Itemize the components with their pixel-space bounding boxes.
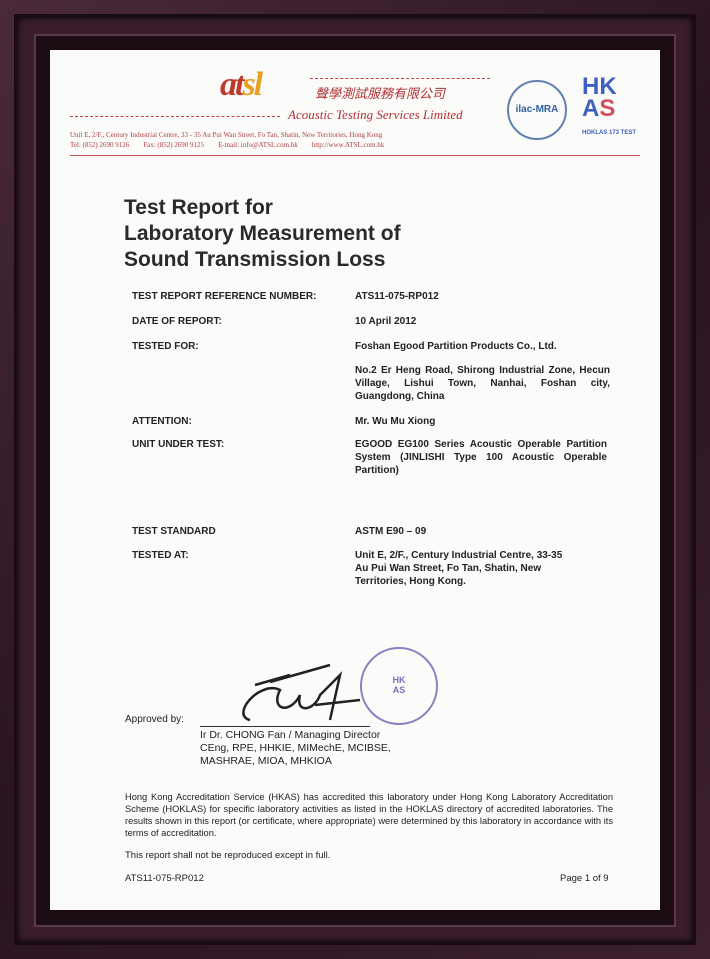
contact-info: Unit E, 2/F., Century Industrial Centre,… — [70, 130, 398, 150]
field-value: Mr. Wu Mu Xiong — [355, 416, 436, 427]
report-page: atsl 聲學測試服務有限公司 Acoustic Testing Service… — [50, 50, 660, 910]
wave-decoration — [310, 78, 490, 80]
tel: Tel: (852) 2690 9126 — [70, 141, 130, 149]
field-value: Unit E, 2/F., Century Industrial Centre,… — [355, 550, 563, 587]
page-number: Page 1 of 9 — [560, 873, 609, 884]
email: E-mail: info@ATSL.com.hk — [218, 141, 298, 149]
approver-qualifications: MASHRAE, MIOA, MHKIOA — [200, 755, 332, 767]
header-rule — [70, 155, 640, 156]
report-title: Test Report for Laboratory Measurement o… — [124, 195, 401, 273]
reproduction-note: This report shall not be reproduced exce… — [125, 850, 331, 861]
approved-by-label: Approved by: — [125, 714, 184, 725]
footer-reference: ATS11-075-RP012 — [125, 873, 204, 884]
title-line: Laboratory Measurement of — [124, 222, 401, 245]
hkas-logo: HK AS — [582, 73, 617, 122]
field-value: ASTM E90 – 09 — [355, 526, 427, 537]
field-label: TEST REPORT REFERENCE NUMBER: — [132, 291, 317, 302]
website: http://www.ATSL.com.hk — [311, 141, 385, 149]
title-line: Test Report for — [124, 196, 273, 219]
hoklas-label: HOKLAS 173 TEST — [582, 130, 637, 136]
field-label: UNIT UNDER TEST: — [132, 439, 225, 450]
fax: Fax: (852) 2690 9125 — [143, 141, 205, 149]
company-name: Acoustic Testing Services Limited — [288, 107, 463, 122]
atsl-logo: atsl — [220, 66, 263, 103]
approver-name: Ir Dr. CHONG Fan / Managing Director — [200, 729, 381, 741]
field-label: DATE OF REPORT: — [132, 316, 222, 327]
wave-decoration — [70, 116, 280, 118]
field-label: TEST STANDARD — [132, 526, 216, 537]
accreditation-statement: Hong Kong Accreditation Service (HKAS) h… — [125, 792, 613, 838]
letterhead: atsl 聲學測試服務有限公司 Acoustic Testing Service… — [60, 60, 650, 165]
field-label: TESTED AT: — [132, 550, 189, 561]
title-line: Sound Transmission Loss — [124, 248, 386, 271]
signature — [242, 663, 361, 722]
approver: Ir Dr. CHONG Fan / Managing Director CEn… — [200, 729, 391, 768]
address: Unit E, 2/F., Century Industrial Centre,… — [70, 131, 383, 139]
signature-line — [200, 726, 370, 727]
chinese-company-name: 聲學測試服務有限公司 — [315, 86, 446, 101]
field-value-address: No.2 Er Heng Road, Shirong Industrial Zo… — [355, 365, 610, 402]
ilac-mra-logo: ilac-MRA — [507, 80, 567, 140]
field-label: ATTENTION: — [132, 416, 192, 427]
field-label: TESTED FOR: — [132, 341, 199, 352]
field-value: 10 April 2012 — [355, 316, 417, 327]
company-stamp: HK AS — [360, 647, 438, 725]
field-value: Foshan Egood Partition Products Co., Ltd… — [355, 341, 557, 352]
approver-qualifications: CEng, RPE, HHKIE, MIMechE, MCIBSE, — [200, 742, 391, 754]
field-value: EGOOD EG100 Series Acoustic Operable Par… — [355, 439, 607, 476]
field-value: ATS11-075-RP012 — [355, 291, 439, 302]
